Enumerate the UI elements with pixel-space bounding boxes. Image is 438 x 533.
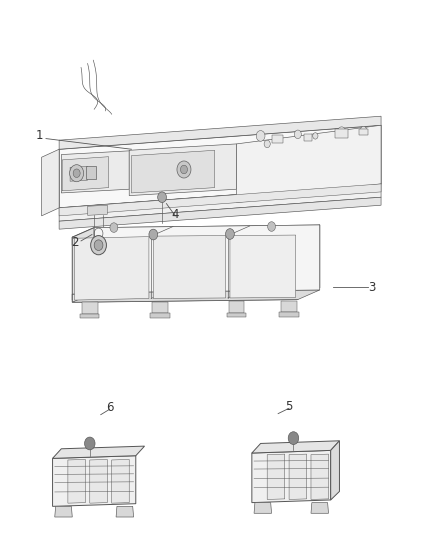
Circle shape xyxy=(70,165,84,182)
Polygon shape xyxy=(281,301,297,312)
Polygon shape xyxy=(252,441,339,453)
Circle shape xyxy=(264,140,270,148)
Polygon shape xyxy=(42,149,59,216)
Text: 1: 1 xyxy=(35,130,43,142)
Polygon shape xyxy=(72,225,320,237)
Polygon shape xyxy=(72,290,320,302)
Polygon shape xyxy=(59,184,381,221)
Polygon shape xyxy=(62,157,109,191)
Polygon shape xyxy=(80,314,99,318)
Text: 5: 5 xyxy=(286,400,293,413)
Polygon shape xyxy=(59,125,381,208)
Polygon shape xyxy=(68,459,85,503)
Bar xyxy=(335,129,348,138)
Polygon shape xyxy=(72,292,298,302)
Circle shape xyxy=(149,229,158,240)
Polygon shape xyxy=(229,301,244,313)
Circle shape xyxy=(94,240,103,251)
Polygon shape xyxy=(59,184,381,216)
Polygon shape xyxy=(70,166,88,181)
Circle shape xyxy=(85,437,95,450)
Circle shape xyxy=(226,229,234,239)
Polygon shape xyxy=(129,144,237,196)
Circle shape xyxy=(360,126,367,134)
Circle shape xyxy=(110,223,118,232)
Polygon shape xyxy=(74,237,149,300)
Bar xyxy=(272,135,283,143)
Polygon shape xyxy=(61,151,129,193)
Polygon shape xyxy=(252,450,331,503)
Circle shape xyxy=(294,130,301,139)
Polygon shape xyxy=(59,197,381,229)
Polygon shape xyxy=(55,506,72,517)
Polygon shape xyxy=(289,454,307,499)
Polygon shape xyxy=(237,125,381,203)
Polygon shape xyxy=(72,235,298,245)
Polygon shape xyxy=(82,302,98,314)
Circle shape xyxy=(313,133,318,139)
Circle shape xyxy=(158,192,166,203)
Polygon shape xyxy=(112,459,129,503)
Polygon shape xyxy=(53,456,136,506)
Text: 3: 3 xyxy=(369,281,376,294)
Polygon shape xyxy=(267,454,285,499)
Circle shape xyxy=(177,161,191,178)
Bar xyxy=(304,134,312,141)
Circle shape xyxy=(268,222,276,231)
Polygon shape xyxy=(94,225,320,293)
Text: 4: 4 xyxy=(171,208,179,221)
Polygon shape xyxy=(53,446,145,458)
Polygon shape xyxy=(298,225,320,297)
Polygon shape xyxy=(116,506,134,517)
Polygon shape xyxy=(311,454,328,499)
Circle shape xyxy=(337,127,346,138)
Polygon shape xyxy=(311,503,328,513)
Polygon shape xyxy=(131,150,215,193)
Bar xyxy=(359,129,368,135)
Text: 2: 2 xyxy=(71,236,78,249)
Circle shape xyxy=(180,165,187,174)
FancyBboxPatch shape xyxy=(86,166,96,179)
Circle shape xyxy=(288,432,299,445)
Polygon shape xyxy=(72,228,94,300)
Circle shape xyxy=(91,236,106,255)
Polygon shape xyxy=(59,116,381,149)
Polygon shape xyxy=(153,236,226,298)
Polygon shape xyxy=(331,441,339,500)
Polygon shape xyxy=(254,503,272,513)
Polygon shape xyxy=(88,205,107,215)
Polygon shape xyxy=(152,302,168,313)
Polygon shape xyxy=(230,235,296,298)
Circle shape xyxy=(73,169,80,177)
Text: 6: 6 xyxy=(106,401,113,414)
Polygon shape xyxy=(227,313,246,317)
Polygon shape xyxy=(90,459,107,503)
Circle shape xyxy=(256,131,265,141)
Polygon shape xyxy=(150,313,170,318)
Polygon shape xyxy=(279,312,299,317)
